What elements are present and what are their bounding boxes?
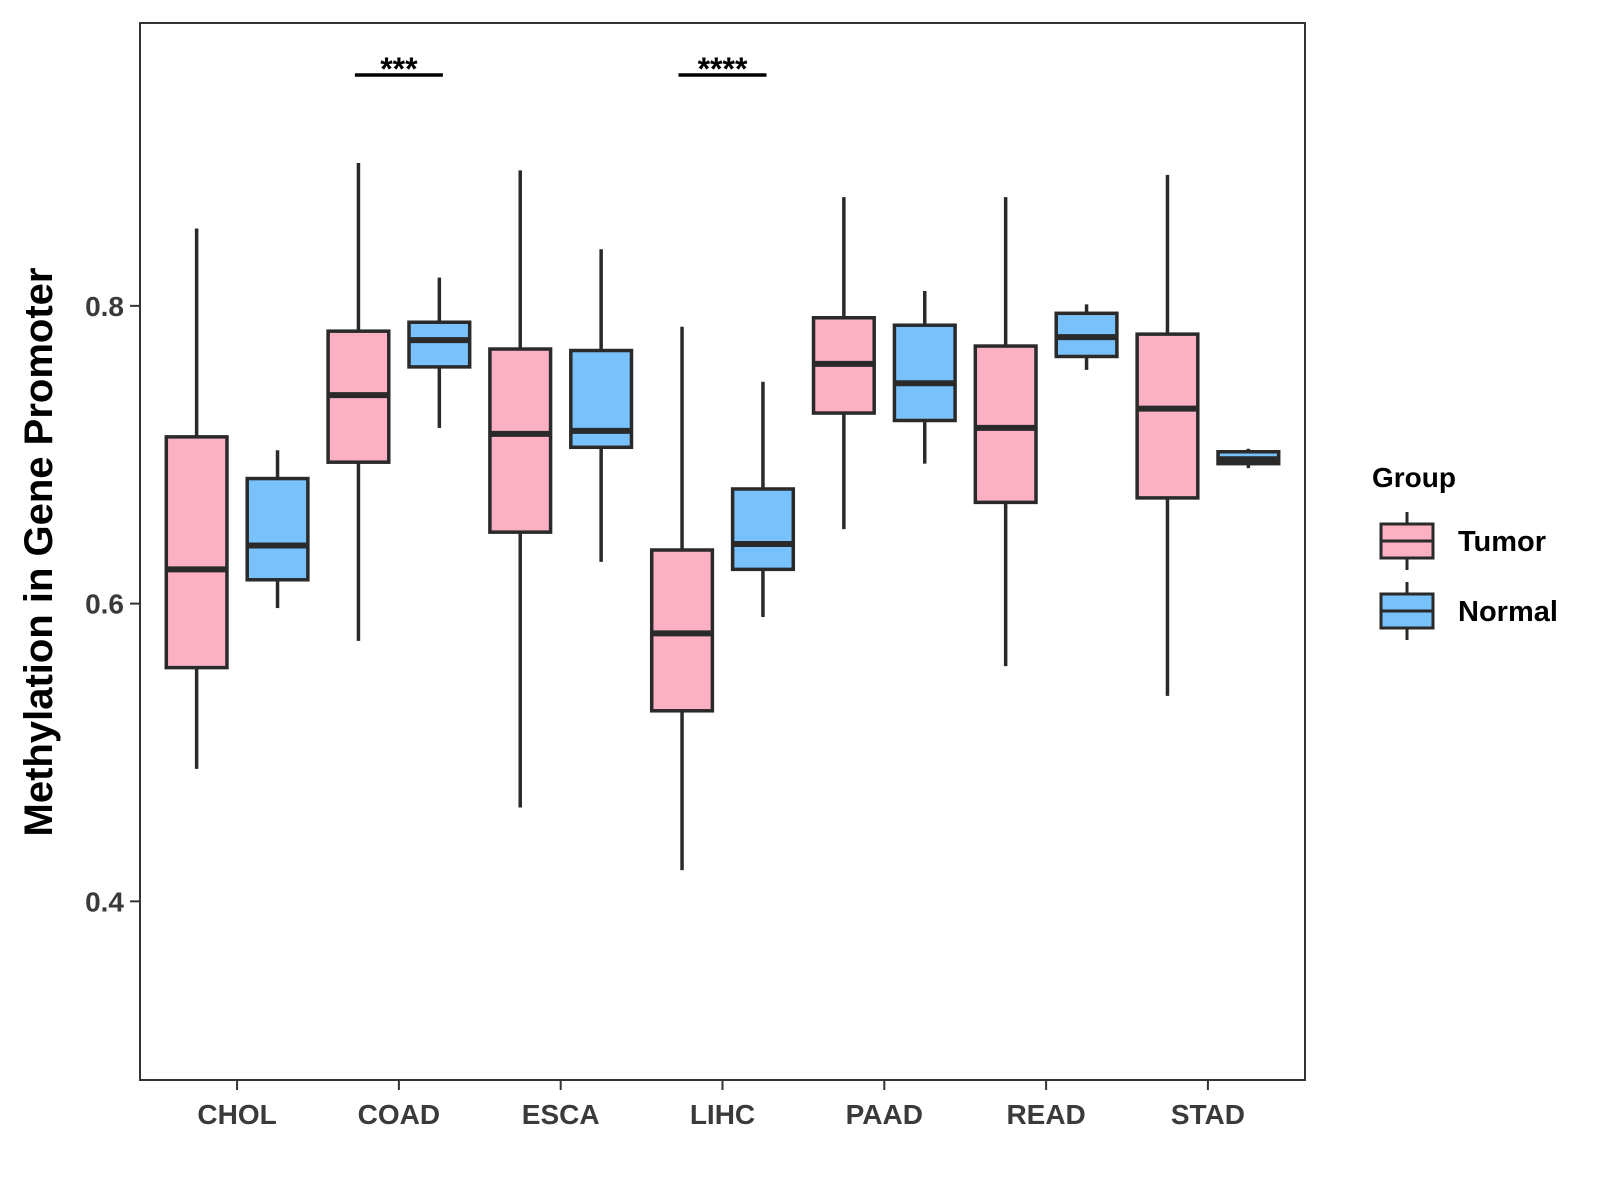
box-tumor-paad (811, 197, 876, 530)
iqr-box (973, 344, 1038, 505)
iqr-box (892, 323, 957, 423)
significance-stars: *** (380, 51, 418, 87)
legend-label-tumor: Tumor (1458, 526, 1546, 558)
significance-stars: **** (698, 51, 748, 87)
box-tumor-stad (1135, 174, 1200, 696)
legend: Group Tumor Normal (1372, 462, 1558, 640)
x-tick-label-chol: CHOL (197, 1099, 276, 1130)
y-axis: 0.4 0.6 0.8 (85, 291, 140, 917)
legend-label-normal: Normal (1458, 596, 1558, 628)
box-tumor-chol (164, 228, 229, 769)
x-tick-label-stad: STAD (1171, 1099, 1245, 1130)
box-tumor-coad (326, 162, 391, 641)
significance-lihc: **** (678, 51, 767, 87)
y-tick-label: 0.4 (85, 886, 124, 917)
box-normal-lihc (730, 381, 796, 618)
iqr-box (164, 435, 229, 670)
box-tumor-lihc (649, 326, 715, 871)
iqr-box (1135, 332, 1200, 500)
box-tumor-esca (488, 170, 553, 808)
y-tick-label: 0.8 (85, 291, 124, 322)
box-layer (164, 162, 1281, 871)
legend-title: Group (1372, 462, 1456, 493)
x-tick-label-read: READ (1006, 1099, 1085, 1130)
box-normal-coad (407, 277, 472, 428)
box-tumor-read (973, 197, 1038, 667)
box-normal-paad (892, 290, 957, 464)
y-tick-label: 0.6 (85, 589, 124, 620)
iqr-box (730, 487, 796, 572)
x-tick-label-esca: ESCA (522, 1099, 600, 1130)
x-axis: CHOL COAD ESCA LIHC PAAD READ STAD (197, 1080, 1245, 1130)
iqr-box (407, 320, 472, 369)
y-axis-title: Methylation in Gene Promoter (17, 268, 61, 837)
box-normal-chol (245, 450, 310, 609)
x-tick-label-lihc: LIHC (690, 1099, 755, 1130)
significance-coad: *** (354, 51, 443, 87)
x-tick-label-paad: PAAD (846, 1099, 923, 1130)
plot-panel (139, 22, 1306, 1081)
box-normal-read (1054, 304, 1119, 370)
x-tick-label-coad: COAD (358, 1099, 440, 1130)
legend-item-tumor: Tumor (1379, 512, 1546, 570)
legend-item-normal: Normal (1379, 582, 1558, 640)
significance-annotations: *** **** (354, 51, 767, 87)
box-normal-stad (1216, 448, 1281, 469)
iqr-box (488, 347, 553, 534)
iqr-box (245, 476, 310, 582)
box-normal-esca (569, 249, 634, 562)
